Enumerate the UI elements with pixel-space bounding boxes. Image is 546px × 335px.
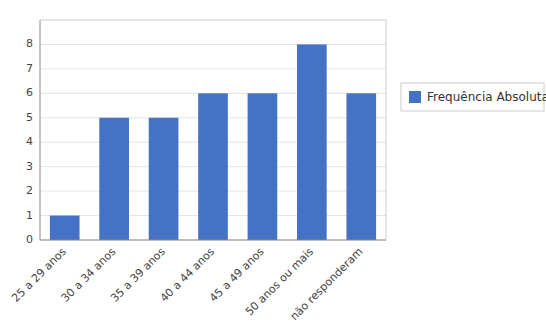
- bars: [50, 44, 376, 240]
- bar: [149, 118, 179, 240]
- y-tick-label: 1: [26, 209, 33, 222]
- x-tick-label: não responderam: [288, 245, 366, 323]
- x-axis: 25 a 29 anos30 a 34 anos35 a 39 anos40 a…: [9, 245, 365, 323]
- plot-frame-right: [386, 20, 387, 240]
- x-axis-line: [40, 240, 386, 241]
- y-tick-label: 6: [26, 86, 33, 99]
- y-axis-line: [40, 20, 41, 240]
- bar: [99, 118, 129, 240]
- plot-frame-top: [40, 20, 386, 21]
- y-tick-label: 7: [26, 62, 33, 75]
- legend: Frequência Absoluta: [401, 83, 546, 111]
- bar: [346, 93, 376, 240]
- chart-svg: 0 1 2 3 4 5 6 7 8 25 a 29 anos30 a 34 anos35 a 39…: [0, 0, 546, 335]
- grid-line: [40, 240, 386, 241]
- y-axis: 0 1 2 3 4 5 6 7 8: [26, 37, 33, 246]
- bar: [198, 93, 228, 240]
- y-tick-label: 3: [26, 160, 33, 173]
- y-tick-label: 8: [26, 37, 33, 50]
- chart-container: 0 1 2 3 4 5 6 7 8 25 a 29 anos30 a 34 anos35 a 39…: [0, 0, 546, 335]
- y-tick-label: 2: [26, 184, 33, 197]
- bar: [248, 93, 278, 240]
- y-tick-label: 5: [26, 111, 33, 124]
- grid-line: [40, 44, 386, 45]
- legend-swatch: [409, 91, 421, 103]
- legend-label: Frequência Absoluta: [427, 90, 546, 104]
- bar: [297, 44, 327, 240]
- bar: [50, 216, 80, 240]
- grid: [40, 44, 386, 240]
- y-tick-label: 0: [26, 233, 33, 246]
- y-tick-label: 4: [26, 135, 33, 148]
- grid-line: [40, 68, 386, 69]
